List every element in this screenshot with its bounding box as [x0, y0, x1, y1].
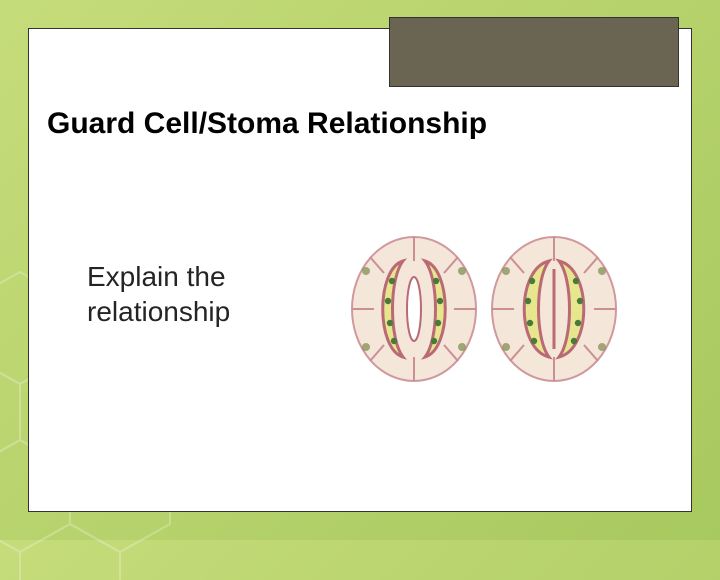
body-line-2: relationship	[87, 296, 230, 327]
slide-title: Guard Cell/Stoma Relationship	[47, 107, 487, 141]
stomata-diagram	[339, 229, 639, 389]
body-line-1: Explain the	[87, 261, 226, 292]
slide-card: Guard Cell/Stoma Relationship Explain th…	[28, 28, 692, 512]
slide-body-text: Explain the relationship	[87, 259, 230, 329]
header-accent-block	[389, 17, 679, 87]
